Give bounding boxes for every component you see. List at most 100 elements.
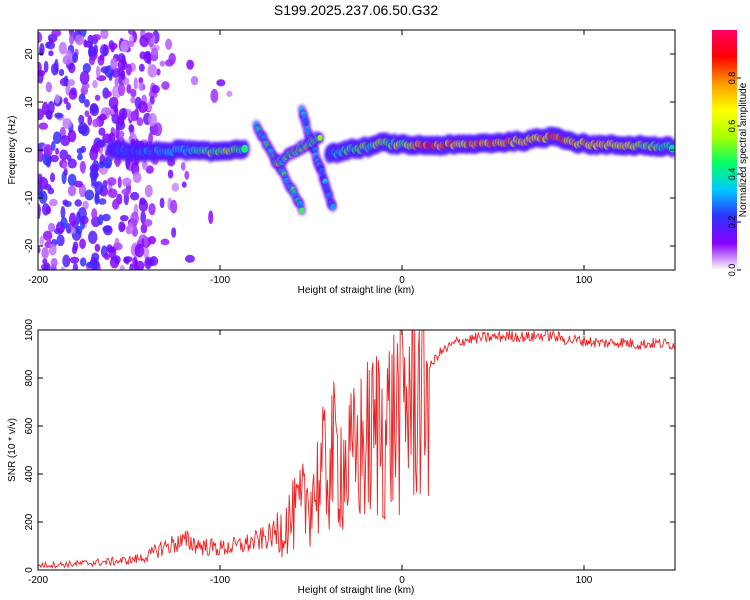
noise-speckle	[47, 187, 55, 195]
chart-title: S199.2025.237.06.50.G32	[274, 2, 438, 18]
noise-speckle	[65, 49, 72, 59]
noise-speckle	[140, 223, 148, 234]
noise-speckle	[133, 77, 138, 90]
noise-speckle	[141, 160, 148, 170]
noise-speckle	[113, 242, 123, 251]
noise-speckle	[148, 203, 156, 216]
x-tick-label: -100	[210, 575, 230, 586]
noise-speckle	[67, 79, 76, 87]
noise-speckle	[74, 199, 83, 207]
noise-speckle	[50, 141, 56, 152]
x-tick-label: -100	[210, 275, 230, 286]
noise-speckle	[77, 207, 87, 221]
noise-speckle	[58, 68, 65, 77]
noise-speckle	[98, 160, 105, 169]
noise-speckle	[117, 82, 126, 97]
noise-speckle	[79, 257, 87, 267]
noise-speckle	[86, 261, 96, 268]
colorbar-gradient	[712, 30, 737, 270]
noise-speckle	[108, 96, 119, 110]
noise-speckle	[115, 120, 126, 131]
noise-speckle	[103, 252, 110, 260]
noise-speckle	[168, 52, 176, 65]
noise-speckle	[126, 84, 132, 94]
noise-speckle	[110, 57, 118, 70]
noise-speckle	[102, 179, 108, 189]
noise-speckle	[122, 177, 132, 187]
ridge-blob	[668, 144, 675, 153]
noise-speckle	[79, 70, 90, 85]
noise-speckle	[46, 237, 52, 246]
y-tick-label: -10	[24, 190, 35, 205]
colorbar: 0.0 0.2 0.4 0.6 0.8 Normalized spectral ampl…	[712, 30, 749, 276]
noise-speckle	[171, 227, 177, 238]
noise-speckle	[90, 143, 101, 154]
noise-speckle	[63, 97, 69, 105]
snr-marks	[38, 330, 675, 569]
noise-speckle	[216, 79, 226, 87]
noise-speckle	[186, 59, 194, 70]
noise-speckle	[119, 215, 129, 222]
noise-speckle	[97, 55, 105, 66]
noise-speckle	[115, 158, 121, 168]
noise-speckle	[82, 200, 89, 210]
noise-speckle	[208, 210, 214, 224]
noise-speckle	[67, 185, 77, 197]
noise-speckle	[79, 161, 86, 173]
noise-speckle	[99, 113, 107, 121]
noise-speckle	[138, 63, 145, 72]
noise-speckle	[121, 188, 132, 196]
noise-speckle	[143, 218, 153, 227]
noise-speckle	[94, 243, 101, 252]
noise-speckle	[144, 32, 154, 40]
noise-speckle	[38, 61, 42, 75]
noise-speckle	[181, 181, 187, 188]
colorbar-tick-label: 0.2	[727, 216, 737, 229]
noise-speckle	[62, 162, 68, 170]
noise-speckle	[165, 38, 173, 50]
noise-speckle	[130, 211, 139, 225]
y-tick-label: 0	[24, 147, 35, 153]
y-tick-label: 600	[24, 417, 35, 434]
noise-speckle	[118, 130, 125, 138]
noise-speckle	[109, 42, 118, 50]
noise-speckle	[61, 171, 67, 185]
colorbar-label: Normalized spectral amplitude	[738, 82, 749, 217]
noise-speckle	[89, 168, 99, 181]
noise-speckle	[68, 212, 77, 227]
noise-speckle	[51, 30, 62, 37]
branch-blob	[330, 203, 336, 210]
noise-speckle	[134, 96, 142, 109]
noise-speckle	[130, 88, 137, 98]
noise-speckle	[101, 213, 111, 222]
noise-speckle	[55, 147, 60, 155]
spectrogram-xlabel: Height of straight line (km)	[298, 285, 415, 296]
noise-speckle	[71, 245, 78, 255]
noise-speckle	[89, 103, 100, 117]
y-tick-label: 400	[24, 465, 35, 482]
noise-speckle	[47, 101, 55, 115]
noise-speckle	[60, 266, 66, 270]
noise-speckle	[117, 176, 122, 189]
noise-speckle	[112, 199, 120, 210]
noise-speckle	[62, 254, 71, 268]
noise-speckle	[94, 94, 101, 101]
noise-speckle	[120, 69, 126, 81]
noise-speckle	[58, 41, 67, 55]
noise-speckle	[171, 182, 180, 192]
noise-speckle	[38, 184, 43, 197]
noise-speckle	[97, 139, 107, 148]
noise-speckle	[138, 199, 149, 212]
spectrogram-marks	[38, 30, 675, 270]
noise-speckle	[107, 177, 117, 186]
noise-speckle	[88, 55, 96, 66]
x-tick-label: -200	[28, 275, 48, 286]
noise-speckle	[92, 118, 100, 128]
noise-speckle	[50, 62, 59, 76]
noise-speckle	[159, 197, 165, 209]
noise-speckle	[119, 264, 125, 270]
noise-speckle	[102, 157, 113, 169]
noise-speckle	[94, 181, 104, 195]
